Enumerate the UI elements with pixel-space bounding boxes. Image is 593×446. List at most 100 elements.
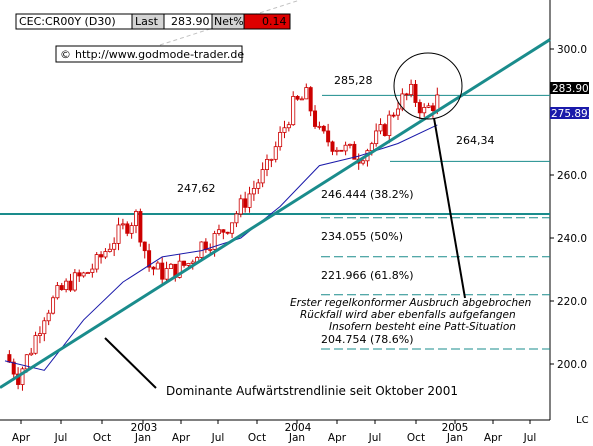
candle-body	[391, 114, 396, 117]
candle-body	[81, 272, 86, 277]
candle-body	[238, 198, 243, 215]
candle-body	[286, 124, 291, 129]
candle-body	[221, 229, 226, 233]
candle-body	[413, 83, 418, 103]
candle-body	[269, 158, 274, 161]
ma-price-box	[550, 107, 589, 119]
candle-body	[409, 83, 414, 96]
breakout-pointer-line	[433, 117, 466, 299]
candle-body	[435, 94, 440, 111]
y-tick-label: 300.0	[557, 44, 587, 56]
x-tick-label: Apr	[484, 432, 503, 444]
candle-body	[72, 272, 77, 291]
candle-body	[20, 368, 25, 385]
breakout-circle	[393, 52, 463, 120]
symbol-label: CEC:CR00Y (D30)	[19, 15, 116, 28]
label-fib-382: 246.444 (38.2%)	[321, 188, 414, 201]
label-high-2003: 247,62	[177, 182, 216, 195]
x-tick-label: Jan	[134, 432, 151, 444]
x-tick-label: Apr	[328, 432, 347, 444]
candle-body	[147, 250, 152, 268]
candle-body	[404, 93, 409, 96]
x-tick-label: Oct	[93, 432, 111, 444]
candle-body	[243, 198, 248, 208]
candle-body	[29, 352, 34, 356]
candle-body	[426, 105, 431, 108]
x-tick-label: Jan	[446, 432, 463, 444]
source-box	[55, 45, 243, 63]
candle-body	[251, 187, 256, 195]
candle-body	[151, 266, 156, 270]
candle-body	[347, 143, 352, 146]
candle-body	[225, 231, 230, 234]
corner-label: LC	[576, 415, 589, 426]
source-url: http://www.godmode-trader.de	[75, 48, 244, 61]
candle-body	[59, 285, 64, 291]
candle-body	[430, 105, 435, 111]
candle-body	[155, 262, 160, 270]
candle-body	[264, 159, 269, 170]
x-tick-label: Jul	[523, 432, 537, 444]
candle-body	[133, 211, 138, 226]
label-fib-786: 204.754 (78.6%)	[321, 333, 414, 346]
x-year-label: 2004	[285, 422, 312, 434]
candle-body	[164, 268, 169, 280]
label-support-2004: 264,34	[456, 134, 495, 147]
candle-body	[64, 280, 69, 291]
candle-body	[304, 87, 309, 100]
candle-body	[16, 373, 21, 385]
candle-body	[107, 248, 112, 252]
candle-body	[112, 242, 117, 250]
y-tick-label: 260.0	[557, 170, 587, 182]
candle-body	[168, 263, 173, 269]
candle-body	[37, 333, 42, 336]
candle-body	[33, 335, 38, 354]
candle-body	[278, 132, 283, 148]
x-tick-label: Jul	[54, 432, 68, 444]
candle-body	[77, 272, 82, 277]
trendline-pointer-line	[104, 337, 157, 389]
candle-body	[369, 143, 374, 152]
candle-body	[11, 361, 16, 375]
candle-body	[160, 262, 165, 280]
candle-body	[374, 130, 379, 145]
y-tick-label: 200.0	[557, 359, 587, 371]
y-tick-label: 220.0	[557, 296, 587, 308]
candle-body	[321, 125, 326, 132]
candle-body	[352, 143, 357, 160]
candle-body	[212, 233, 217, 250]
candle-body	[68, 280, 73, 291]
candle-body	[343, 144, 348, 152]
candle-body	[234, 213, 239, 224]
candle-body	[387, 114, 392, 136]
candle-body	[125, 223, 130, 234]
netpct-value: 0.14	[262, 15, 287, 28]
chart-header: CEC:CR00Y (D30) Last 283.90 Net% 0.14 © …	[15, 13, 291, 63]
candle-body	[138, 211, 143, 243]
candle-body	[247, 193, 252, 208]
candle-body	[216, 229, 221, 234]
candle-body	[51, 297, 56, 314]
x-year-label: 2003	[131, 422, 158, 434]
candle-body	[395, 108, 400, 116]
x-tick-label: Oct	[407, 432, 425, 444]
candle-body	[299, 98, 304, 101]
trendline-note: Dominante Aufwärtstrendlinie seit Oktobe…	[166, 384, 458, 398]
candle-body	[339, 149, 344, 152]
x-tick-label: Jul	[211, 432, 225, 444]
x-tick-label: Jan	[288, 432, 305, 444]
fibonacci-levels	[321, 217, 550, 350]
label-fib-618: 221.966 (61.8%)	[321, 269, 414, 282]
moving-average-line	[4, 124, 438, 371]
candle-body	[24, 354, 29, 370]
candle-body	[295, 96, 300, 100]
candle-body	[94, 254, 99, 270]
candle-body	[256, 182, 261, 189]
candle-body	[190, 261, 195, 264]
candle-body	[330, 141, 335, 152]
candle-body	[199, 241, 204, 258]
candle-body	[55, 285, 60, 299]
ma-price-tag: 275.893	[551, 108, 593, 120]
x-year-label: 2005	[442, 422, 469, 434]
moving-average	[4, 124, 438, 371]
